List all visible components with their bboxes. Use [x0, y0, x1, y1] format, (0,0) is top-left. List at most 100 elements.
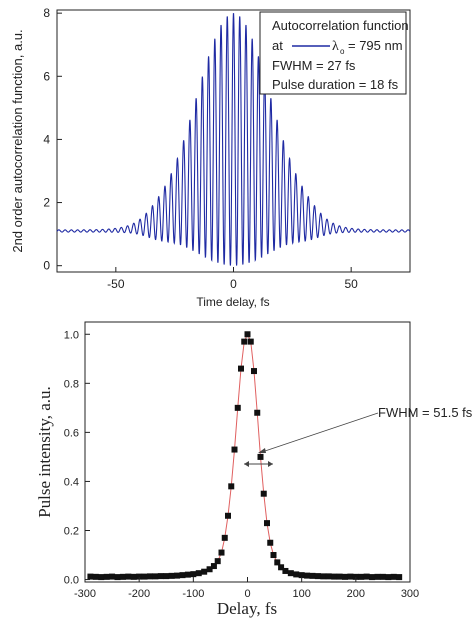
- fwhm-pointer-arrowhead: [258, 448, 266, 453]
- chart2-data-point: [396, 574, 403, 581]
- chart2-data-point: [314, 573, 321, 580]
- chart2-data-point: [174, 572, 181, 579]
- chart2-plot-frame: [84, 321, 411, 583]
- chart2-y-tick-label-3: 0.6: [64, 427, 79, 439]
- fwhm-pointer-line: [261, 412, 379, 453]
- chart2-data-point: [228, 483, 235, 490]
- chart1-legend-box: [259, 11, 407, 95]
- legend-entry-prefix: at: [272, 38, 283, 53]
- chart2-data-point: [282, 567, 289, 574]
- legend-fwhm: FWHM = 27 fs: [272, 58, 356, 73]
- chart2-data-points: [87, 331, 403, 581]
- chart1-y-tick-label-2: 4: [43, 132, 50, 146]
- chart1-series-line: [56, 13, 411, 266]
- chart2-data-point: [214, 558, 221, 565]
- chart2-data-point: [264, 520, 270, 527]
- chart2-x-tick-label-3: 0: [244, 588, 250, 600]
- chart2-data-point: [267, 539, 274, 546]
- chart2-data-point: [190, 571, 197, 578]
- chart2-data-point: [238, 365, 244, 372]
- chart2-data-point: [257, 453, 264, 460]
- chart2-data-point: [231, 446, 238, 453]
- chart2-data-point: [247, 338, 254, 345]
- chart1-y-axis: 0 2 4 6 8: [43, 6, 62, 273]
- legend-pulse-duration: Pulse duration = 18 fs: [272, 77, 399, 92]
- chart2-data-point: [358, 573, 365, 580]
- chart2-data-point: [325, 573, 332, 580]
- chart2-data-point: [278, 564, 285, 571]
- chart2-y-tick-label-0: 0.0: [64, 575, 79, 587]
- chart2-data-point: [385, 574, 392, 581]
- chart2-data-point: [241, 338, 248, 345]
- chart2-data-point: [304, 572, 311, 579]
- chart2-y-axis: 0.0 0.2 0.4 0.6 0.8 1.0: [64, 329, 90, 587]
- chart1-x-axis: -50 0 50: [107, 267, 358, 291]
- chart2-data-point: [163, 573, 170, 580]
- chart2-x-axis: -300 -200 -100 0 100 200 300: [74, 577, 419, 600]
- fwhm-annotation-label: FWHM = 51.5 fs: [378, 405, 473, 420]
- chart2-data-point: [342, 573, 348, 580]
- chart2-data-point: [287, 570, 294, 577]
- chart1-y-tick-label-3: 6: [43, 69, 50, 83]
- chart2-x-axis-label: Delay, fs: [217, 599, 277, 618]
- chart2-data-point: [320, 573, 327, 580]
- chart1-x-tick-label-0: -50: [107, 277, 125, 291]
- chart2-data-point: [210, 563, 217, 570]
- chart2-y-tick-label-2: 0.4: [64, 476, 79, 488]
- chart2-data-point: [184, 571, 191, 578]
- chart2-data-point: [87, 573, 94, 580]
- chart2-x-tick-label-1: -200: [128, 588, 150, 600]
- chart2-data-point: [206, 566, 213, 573]
- chart2-data-point: [221, 534, 228, 541]
- chart1-y-tick-label-1: 2: [43, 196, 50, 210]
- chart2-y-tick-label-1: 0.2: [64, 525, 79, 537]
- chart2-data-point: [147, 573, 153, 580]
- chart2-data-point: [293, 571, 300, 578]
- legend-wavelength-value: = 795 nm: [348, 38, 403, 53]
- chart2-data-point: [234, 404, 241, 411]
- chart2-data-point: [130, 573, 137, 580]
- chart2-data-point: [309, 572, 316, 579]
- chart2-y-axis-label: Pulse intensity, a.u.: [35, 386, 54, 518]
- chart1-x-tick-label-2: 50: [344, 277, 358, 291]
- chart2-data-point: [114, 574, 121, 581]
- chart2-x-tick-label-5: 200: [347, 588, 365, 600]
- legend-lambda-symbol: λ: [332, 39, 339, 54]
- chart2-x-tick-label-4: 100: [292, 588, 310, 600]
- chart2-y-tick-label-5: 1.0: [64, 329, 79, 341]
- legend-lambda-subscript: o: [340, 47, 345, 56]
- chart2-data-point: [352, 573, 359, 580]
- chart2-data-point: [141, 573, 148, 580]
- chart2-fwhm-annotation: FWHM = 51.5 fs: [244, 405, 473, 467]
- chart2-data-point: [331, 573, 338, 580]
- chart2-data-point: [157, 573, 164, 580]
- chart2-data-point: [125, 573, 132, 580]
- chart2-data-point: [103, 573, 110, 580]
- chart2-data-point: [390, 573, 397, 580]
- chart2-data-point: [374, 573, 381, 580]
- chart2-data-point: [179, 572, 186, 579]
- chart2-data-point: [136, 573, 143, 580]
- chart1-legend: Autocorrelation function at λ o = 795 nm…: [259, 11, 409, 95]
- chart2-data-point: [195, 570, 202, 577]
- chart2-data-point: [369, 574, 376, 581]
- chart1-x-tick-label-1: 0: [230, 277, 237, 291]
- chart2-data-point: [244, 331, 251, 338]
- chart2-x-tick-label-0: -300: [74, 588, 96, 600]
- chart2-data-point: [168, 572, 175, 579]
- chart2-data-point: [336, 573, 343, 580]
- chart2-data-point: [260, 490, 267, 497]
- chart2-data-point: [347, 573, 354, 580]
- chart2-data-point: [152, 573, 159, 580]
- autocorrelation-chart: -50 0 50 0 2 4 6 8 Time delay, fs 2nd order au…: [10, 6, 411, 309]
- chart2-data-point: [119, 573, 126, 580]
- chart2-data-point: [98, 574, 105, 581]
- chart1-x-axis-label: Time delay, fs: [196, 295, 269, 309]
- pulse-intensity-chart: -300 -200 -100 0 100 200 300 0.0 0.2 0.4 0.6 0.8 1.…: [35, 321, 473, 618]
- chart2-data-point: [274, 559, 281, 566]
- chart2-x-tick-label-2: -100: [182, 588, 204, 600]
- chart1-y-tick-label-4: 8: [43, 6, 50, 20]
- chart1-y-axis-label: 2nd order autocorrelation function, a.u.: [10, 29, 25, 252]
- chart2-data-point: [363, 573, 370, 580]
